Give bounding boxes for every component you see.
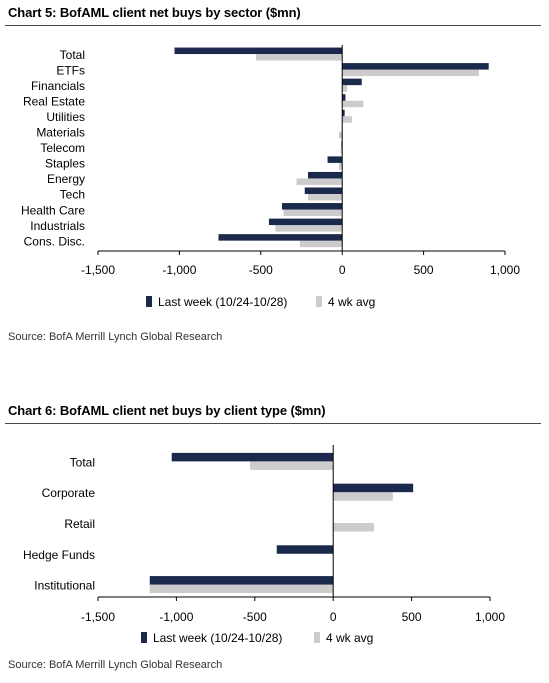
category-label: Financials	[31, 79, 85, 93]
category-label: Hedge Funds	[23, 548, 95, 562]
x-tick-label: 500	[414, 263, 434, 277]
legend-label-last-week: Last week (10/24-10/28)	[153, 631, 282, 645]
x-tick-label: -1,000	[162, 263, 196, 277]
legend-swatch-4wk-avg	[316, 296, 322, 307]
bar-last-week	[218, 234, 343, 241]
legend-swatch-4wk-avg	[314, 632, 320, 643]
bar-4wk-avg	[250, 461, 334, 470]
x-tick-label: -1,000	[159, 610, 193, 624]
x-tick-label: 1,000	[490, 263, 520, 277]
x-tick-label: -1,500	[81, 263, 115, 277]
category-label: Industrials	[30, 219, 85, 233]
legend-swatch-last-week	[141, 632, 147, 643]
x-tick-label: -500	[243, 610, 267, 624]
bar-4wk-avg	[333, 522, 374, 532]
category-label: Institutional	[34, 579, 95, 593]
category-label: Cons. Disc.	[24, 234, 85, 248]
bar-last-week	[281, 203, 343, 210]
bar-4wk-avg	[255, 54, 343, 61]
bar-last-week	[276, 545, 334, 554]
category-label: Total	[60, 48, 85, 62]
bar-last-week	[342, 94, 346, 101]
chart-title: Chart 6: BofAML client net buys by clien…	[8, 403, 326, 418]
x-tick-label: 500	[402, 610, 422, 624]
title-divider	[5, 25, 541, 26]
legend-label-4wk-avg: 4 wk avg	[326, 631, 373, 645]
bar-4wk-avg	[283, 209, 343, 217]
bar-last-week	[268, 218, 343, 226]
category-label: Telecom	[40, 141, 85, 155]
category-label: Energy	[47, 172, 85, 186]
source-note: Source: BofA Merrill Lynch Global Resear…	[8, 659, 223, 671]
chart-title: Chart 5: BofAML client net buys by secto…	[8, 5, 301, 20]
bar-last-week	[171, 452, 334, 462]
bar-last-week	[174, 47, 343, 55]
category-label: Corporate	[42, 486, 96, 500]
client-type-bar-chart: Total Corporate Retail Hedge Funds Instituti…	[23, 445, 505, 645]
bar-4wk-avg	[333, 492, 393, 501]
bar-4wk-avg	[338, 162, 343, 170]
bar-4wk-avg	[149, 584, 334, 594]
x-tick-label: 0	[339, 263, 346, 277]
legend-swatch-last-week	[146, 296, 152, 307]
bar-4wk-avg	[342, 100, 364, 108]
bar-last-week	[304, 187, 343, 194]
category-label: Real Estate	[23, 94, 85, 108]
category-label: ETFs	[56, 63, 85, 77]
bar-4wk-avg	[299, 240, 343, 248]
category-label: Staples	[45, 157, 85, 171]
bar-last-week	[342, 63, 489, 70]
source-note: Source: BofA Merrill Lynch Global Resear…	[8, 331, 223, 343]
bar-4wk-avg	[340, 147, 343, 154]
x-tick-label: -1,500	[81, 610, 115, 624]
legend-label-last-week: Last week (10/24-10/28)	[158, 295, 287, 309]
bar-last-week	[327, 156, 343, 163]
title-divider	[5, 423, 541, 424]
bar-4wk-avg	[338, 131, 343, 139]
bar-4wk-avg	[308, 194, 343, 201]
bar-4wk-avg	[342, 69, 479, 77]
bar-last-week	[308, 171, 343, 179]
category-label: Materials	[36, 126, 85, 140]
bar-last-week	[342, 78, 362, 86]
category-label: Retail	[64, 517, 95, 531]
bar-4wk-avg	[275, 225, 343, 232]
x-tick-label: 0	[330, 610, 337, 624]
x-tick-label: 1,000	[475, 610, 505, 624]
bar-last-week	[342, 109, 345, 117]
bar-4wk-avg	[296, 178, 343, 185]
category-label: Health Care	[21, 203, 85, 217]
category-label: Utilities	[46, 110, 85, 124]
legend-label-4wk-avg: 4 wk avg	[328, 295, 375, 309]
bar-last-week	[149, 576, 334, 585]
category-label: Total	[70, 455, 95, 469]
bar-4wk-avg	[342, 85, 348, 92]
bar-last-week	[333, 483, 414, 493]
bar-4wk-avg	[342, 116, 352, 123]
category-label: Tech	[60, 188, 85, 202]
x-tick-label: -500	[249, 263, 273, 277]
